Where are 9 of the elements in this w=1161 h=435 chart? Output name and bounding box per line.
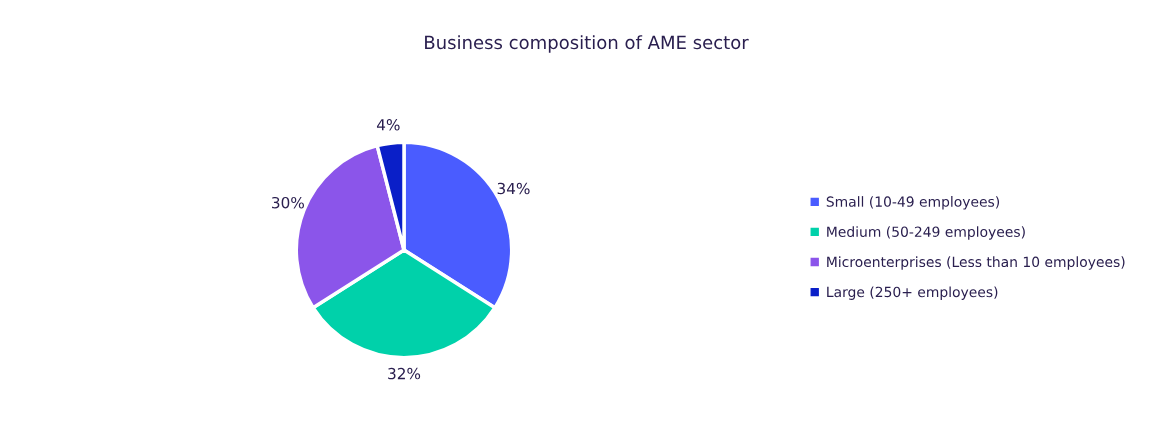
data-label: 30%	[272, 196, 304, 209]
legend-label: Small (10-49 employees)	[826, 196, 1000, 210]
legend-label: Medium (50-249 employees)	[827, 226, 1025, 240]
chart-title: Business composition of AME sector	[425, 35, 749, 53]
legend-label: Microenterprises (Less than 10 employees)	[827, 256, 1125, 270]
data-label: 32%	[388, 367, 421, 380]
data-label: 4%	[376, 118, 400, 131]
data-label: 34%	[497, 182, 530, 195]
legend-label: Large (250+ employees)	[827, 286, 998, 300]
